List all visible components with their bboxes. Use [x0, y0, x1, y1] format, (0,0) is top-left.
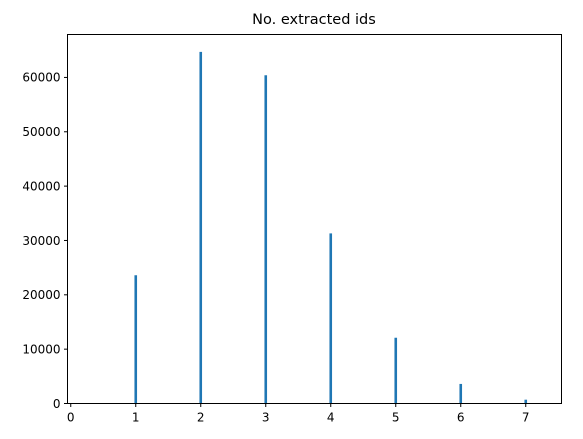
x-tick-label: 0 [67, 411, 75, 425]
y-tick-label: 50000 [22, 125, 60, 139]
histogram-bar [459, 383, 463, 404]
x-tick-label: 3 [262, 411, 270, 425]
y-tick-label: 40000 [22, 179, 60, 193]
y-tick-label: 20000 [22, 288, 60, 302]
y-tick-label: 0 [53, 397, 61, 411]
x-tick-label: 2 [197, 411, 205, 425]
histogram-bar [524, 399, 528, 404]
histogram-bar [134, 275, 138, 404]
y-tick-label: 60000 [22, 71, 60, 85]
plot-frame [67, 34, 562, 404]
x-tick-label: 4 [327, 411, 335, 425]
x-tick-label: 5 [392, 411, 400, 425]
y-tick-label: 30000 [22, 234, 60, 248]
histogram-bar [199, 51, 203, 404]
y-axis-ticks: 0 10000 20000 30000 40000 50000 60000 [22, 71, 68, 411]
x-tick-label: 7 [522, 411, 530, 425]
histogram-bar [394, 337, 398, 404]
y-tick-label: 10000 [22, 342, 60, 356]
histogram-bar [329, 233, 333, 404]
chart-title: No. extracted ids [252, 12, 376, 28]
x-axis-ticks: 0 1 2 3 4 5 6 7 [67, 403, 530, 425]
bars-group [134, 51, 528, 404]
histogram-bar [264, 75, 268, 404]
x-tick-label: 1 [132, 411, 140, 425]
x-tick-label: 6 [457, 411, 465, 425]
